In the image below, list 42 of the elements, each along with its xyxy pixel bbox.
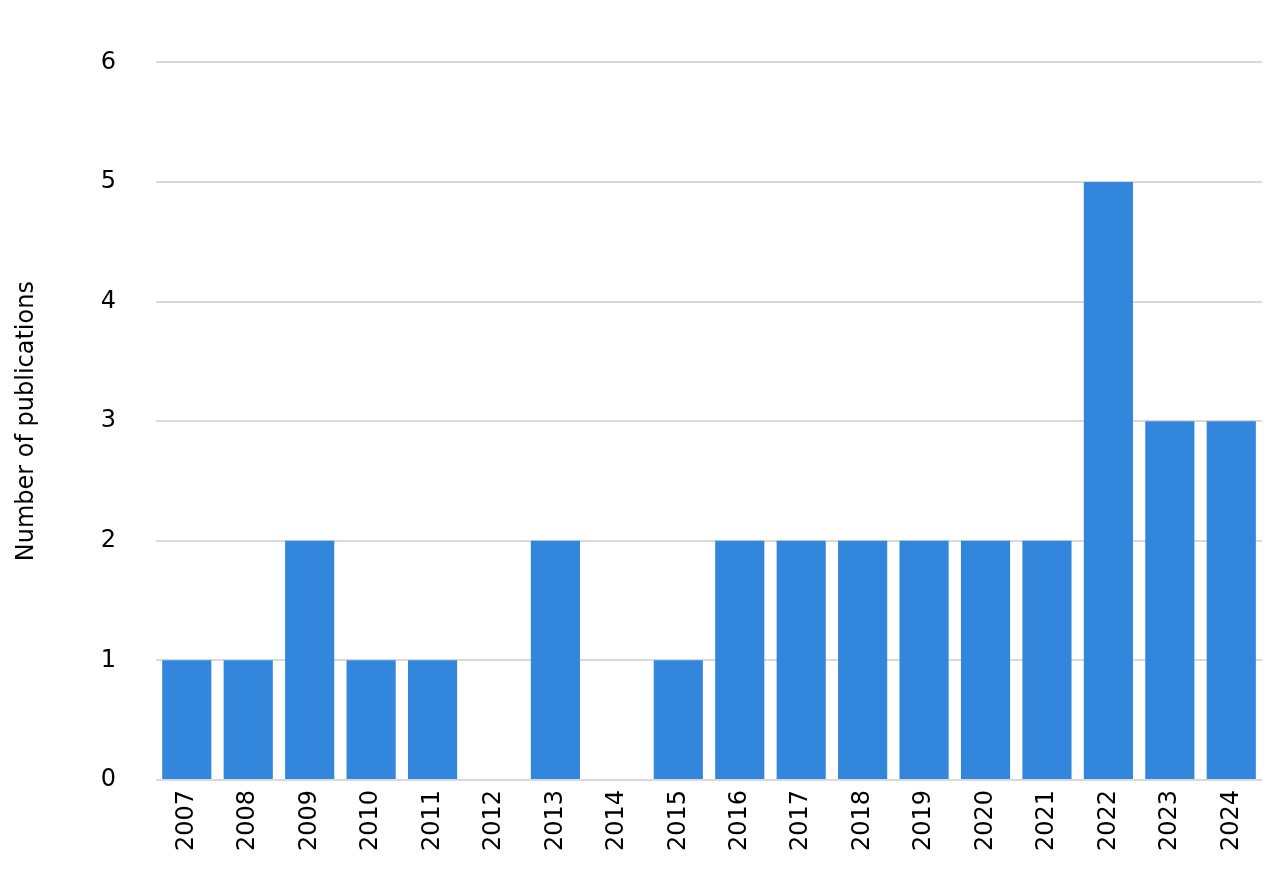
bar [1206,421,1256,779]
bar [960,540,1011,779]
bar [899,540,949,779]
bar [715,540,765,779]
bar [223,660,273,779]
x-tick-label: 2024 [1215,789,1244,851]
bar [285,540,335,779]
x-tick-label: 2016 [723,789,752,851]
x-tick-label: 2009 [293,789,322,851]
y-tick-label: 3 [100,405,117,434]
x-tick-label: 2010 [355,789,384,851]
x-tick-label: 2011 [416,789,445,851]
y-tick-label: 0 [100,764,117,793]
bar [530,540,581,779]
y-tick-label: 2 [100,524,117,553]
bar [653,660,703,779]
x-tick-label: 2017 [785,789,814,851]
y-tick-label: 6 [100,46,117,75]
x-tick-label: 2007 [171,789,200,851]
bar [162,660,212,779]
bar [838,540,888,779]
bar [346,660,396,779]
y-tick-label: 5 [100,166,117,195]
x-tick-label: 2020 [969,789,998,851]
x-tick-label: 2012 [478,789,507,851]
y-tick-label: 4 [100,285,117,314]
x-tick-label: 2019 [908,789,937,851]
bar [407,660,458,779]
x-tick-label: 2022 [1092,789,1121,851]
x-tick-label: 2021 [1031,789,1060,851]
x-tick-label: 2023 [1154,789,1183,851]
x-tick-label: 2018 [846,789,875,851]
x-tick-label: 2008 [232,789,261,851]
bar [1022,540,1072,779]
bar [776,540,826,779]
bar [1145,421,1195,779]
y-tick-label: 1 [100,644,117,673]
x-tick-label: 2013 [539,789,568,851]
x-tick-label: 2014 [601,789,630,851]
y-axis-title: Number of publications [10,281,39,562]
bar [1083,181,1133,779]
x-tick-label: 2015 [662,789,691,851]
